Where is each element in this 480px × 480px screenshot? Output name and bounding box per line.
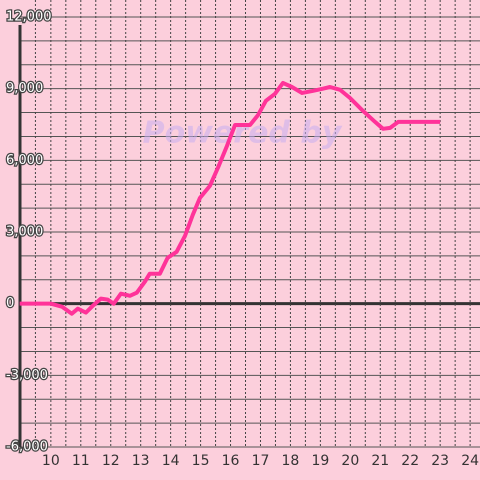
x-tick-label: 24 (461, 453, 479, 469)
x-tick-label: 17 (252, 453, 270, 469)
x-tick-label: 23 (431, 453, 449, 469)
grid (18, 0, 480, 448)
x-tick-label: 18 (282, 453, 300, 469)
y-tick-label: 0 (6, 296, 14, 311)
y-tick-label: -3,000 (6, 368, 48, 383)
x-tick-label: 19 (311, 453, 329, 469)
data-line (19, 80, 441, 316)
x-tick-label: 13 (132, 453, 150, 469)
y-tick-label: 6,000 (6, 153, 43, 168)
x-tick-label: 21 (371, 453, 389, 469)
x-tick-label: 12 (102, 453, 120, 469)
x-tick-label: 14 (162, 453, 180, 469)
y-tick-label: 3,000 (6, 225, 43, 240)
watermark: Powered by (143, 116, 343, 151)
x-tick-label: 16 (222, 453, 240, 469)
y-tick-label: -6,000 (6, 440, 48, 455)
y-tick-label: 12,000 (6, 10, 52, 25)
x-tick-label: 10 (42, 453, 60, 469)
x-tick-label: 11 (72, 453, 90, 469)
x-tick-label: 15 (192, 453, 210, 469)
x-tick-label: 20 (341, 453, 359, 469)
x-tick-label: 22 (401, 453, 419, 469)
plot: -6,000 -3,000 0 3,000 6,000 9,000 12,000 10 11 12… (5, 8, 479, 469)
y-tick-label: 9,000 (6, 81, 43, 96)
